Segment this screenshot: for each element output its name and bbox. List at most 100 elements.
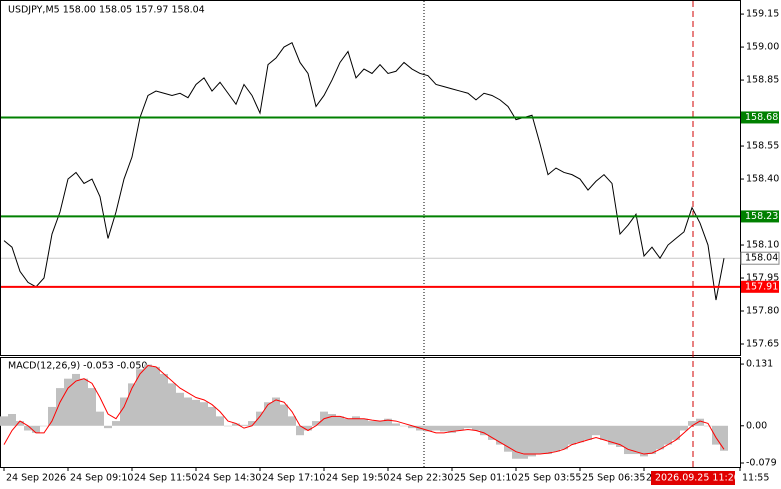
cursor-label-bg bbox=[651, 471, 735, 485]
histogram-bar bbox=[696, 418, 704, 426]
level-label-bg bbox=[741, 111, 779, 124]
chart-title: USDJPY,M5 158.00 158.05 157.97 158.04 bbox=[8, 5, 205, 16]
signal-line bbox=[3, 364, 725, 455]
histogram-bar bbox=[136, 369, 144, 426]
histogram-bar bbox=[440, 425, 448, 432]
y-tick-label: 157.65 bbox=[746, 339, 779, 350]
histogram-bar bbox=[656, 425, 664, 450]
histogram-bar bbox=[368, 421, 376, 426]
histogram-bar bbox=[640, 425, 648, 457]
y-tick-label: -0.079 bbox=[746, 457, 777, 468]
x-tick-label: 24 Sep 19:50 bbox=[326, 473, 389, 484]
level-label-bg bbox=[741, 210, 779, 223]
x-tick-label: 24 Sep 09:10 bbox=[70, 473, 133, 484]
histogram-bar bbox=[48, 406, 56, 426]
histogram-bar bbox=[552, 425, 560, 452]
histogram-bar bbox=[600, 425, 608, 440]
histogram-bar bbox=[120, 397, 128, 426]
y-tick-label: 159.15 bbox=[746, 9, 779, 20]
histogram-bar bbox=[144, 364, 152, 426]
histogram-bar bbox=[360, 418, 368, 426]
price-line bbox=[3, 41, 725, 301]
x-tick-label: 24 Sep 11:50 bbox=[134, 473, 197, 484]
x-tick-label: 24 Sep 14:30 bbox=[198, 473, 261, 484]
y-tick-label: 157.80 bbox=[746, 306, 779, 317]
histogram-bar bbox=[664, 425, 672, 445]
histogram-bar bbox=[616, 425, 624, 447]
histogram-bar bbox=[8, 414, 16, 426]
histogram-bar bbox=[232, 423, 240, 426]
y-tick-label: 158.40 bbox=[746, 174, 779, 185]
histogram-bar bbox=[568, 425, 576, 445]
histogram-bar bbox=[688, 421, 696, 426]
histogram-bar bbox=[224, 425, 232, 427]
histogram-bar bbox=[712, 425, 720, 445]
histogram-bar bbox=[256, 411, 264, 426]
last-price-label: 158.04 bbox=[745, 253, 778, 264]
y-tick-label: 0.00 bbox=[746, 420, 767, 431]
histogram-bar bbox=[704, 425, 712, 427]
histogram-bar bbox=[304, 425, 312, 431]
histogram-bar bbox=[456, 425, 464, 431]
histogram-bar bbox=[312, 421, 320, 426]
histogram-bar bbox=[328, 414, 336, 426]
histogram-bar bbox=[88, 388, 96, 426]
histogram-bar bbox=[648, 425, 656, 455]
histogram-bar bbox=[560, 425, 568, 450]
histogram-bar bbox=[152, 366, 160, 426]
histogram-bar bbox=[112, 421, 120, 426]
y-tick-label: 0.131 bbox=[746, 359, 773, 370]
y-tick-label: 158.55 bbox=[746, 141, 779, 152]
histogram-bar bbox=[0, 416, 8, 426]
histogram-bar bbox=[408, 425, 416, 429]
histogram-bar bbox=[128, 383, 136, 426]
histogram-bar bbox=[56, 388, 64, 426]
x-tick-label: 25 Sep 01:10 bbox=[454, 473, 517, 484]
histogram-bar bbox=[176, 392, 184, 426]
histogram-bar bbox=[720, 425, 728, 451]
histogram-bar bbox=[240, 424, 248, 426]
histogram-bar bbox=[624, 425, 632, 455]
histogram-bar bbox=[72, 373, 80, 426]
y-tick-label: 158.85 bbox=[746, 75, 779, 86]
histogram-bar bbox=[672, 425, 680, 440]
x-tick-label: 11:55 bbox=[742, 473, 769, 484]
histogram-bar bbox=[336, 416, 344, 426]
main-frame bbox=[0, 0, 741, 356]
histogram-bar bbox=[16, 421, 24, 426]
histogram-bar bbox=[344, 418, 352, 426]
histogram-bar bbox=[432, 425, 440, 431]
histogram-bar bbox=[520, 425, 528, 459]
histogram-bar bbox=[424, 425, 432, 432]
histogram-bar bbox=[80, 378, 88, 426]
histogram-bar bbox=[544, 425, 552, 455]
histogram-bar bbox=[168, 383, 176, 426]
histogram-bar bbox=[528, 425, 536, 457]
histogram-bar bbox=[480, 425, 488, 436]
histogram-bar bbox=[608, 425, 616, 445]
histogram-bar bbox=[200, 402, 208, 426]
x-tick-label: 24 Sep 2026 bbox=[6, 473, 66, 484]
histogram-bar bbox=[448, 425, 456, 433]
cursor-label: 2026.09.25 11:20 bbox=[655, 473, 740, 484]
histogram-bar bbox=[296, 425, 304, 436]
macd-title: MACD(12,26,9) -0.053 -0.050 bbox=[8, 361, 147, 372]
x-tick-label: 24 Sep 22:30 bbox=[390, 473, 453, 484]
histogram-bar bbox=[40, 425, 48, 427]
histogram-bar bbox=[96, 411, 104, 426]
histogram-bar bbox=[288, 416, 296, 426]
y-tick-label: 157.95 bbox=[746, 273, 779, 284]
histogram-bar bbox=[488, 425, 496, 440]
histogram-bar bbox=[64, 378, 72, 426]
histogram-bar bbox=[32, 425, 40, 433]
histogram-bar bbox=[24, 425, 32, 431]
histogram-bar bbox=[496, 425, 504, 445]
histogram-bar bbox=[248, 421, 256, 426]
histogram-bar bbox=[464, 425, 472, 429]
y-tick-label: 159.00 bbox=[746, 42, 779, 53]
histogram-bar bbox=[392, 423, 400, 426]
histogram-bar bbox=[592, 425, 600, 436]
histogram-bar bbox=[272, 397, 280, 426]
level-label: 158.23 bbox=[745, 211, 778, 222]
